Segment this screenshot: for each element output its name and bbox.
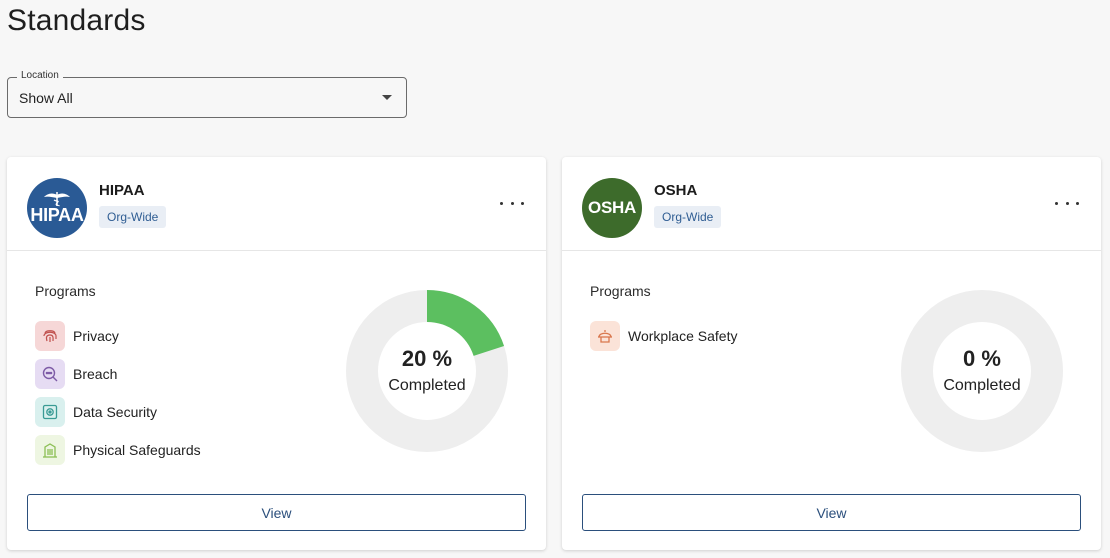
standard-card-osha: OSHA OSHA Org-Wide Programs Workplace Sa… <box>562 157 1101 550</box>
donut-track <box>901 290 1063 452</box>
page-title: Standards <box>7 4 146 37</box>
progress-label: Completed <box>943 376 1021 394</box>
hardhat-icon <box>590 321 620 351</box>
programs-label: Programs <box>590 283 651 299</box>
logo-text: HIPAA <box>30 204 84 225</box>
program-item-workplace-safety[interactable]: Workplace Safety <box>590 317 737 355</box>
card-title: HIPAA <box>99 182 145 199</box>
progress-label: Completed <box>388 376 466 394</box>
card-header: HIPAA HIPAA Org-Wide <box>7 157 546 251</box>
program-label: Workplace Safety <box>628 328 738 344</box>
more-options-icon[interactable] <box>500 193 524 213</box>
hipaa-logo-icon: HIPAA <box>27 178 87 238</box>
caret-down-icon <box>382 95 392 100</box>
card-title: OSHA <box>654 182 698 199</box>
program-label: Data Security <box>73 404 158 420</box>
program-item-physical-safeguards[interactable]: Physical Safeguards <box>35 431 201 469</box>
program-item-data-security[interactable]: Data Security <box>35 393 201 431</box>
program-label: Breach <box>73 366 118 382</box>
program-list: Workplace Safety <box>590 317 737 355</box>
card-header: OSHA OSHA Org-Wide <box>562 157 1101 251</box>
program-list: Privacy Breach Data Security <box>35 317 201 469</box>
more-options-icon[interactable] <box>1055 193 1079 213</box>
program-label: Physical Safeguards <box>73 442 201 458</box>
location-select[interactable]: Location Show All <box>7 70 407 118</box>
program-label: Privacy <box>73 328 119 344</box>
location-select-value: Show All <box>19 90 73 106</box>
scope-badge: Org-Wide <box>99 206 167 228</box>
view-button[interactable]: View <box>582 494 1081 531</box>
fingerprint-icon <box>35 321 65 351</box>
osha-logo-icon: OSHA <box>582 178 642 238</box>
progress-donut: 0 % Completed <box>900 289 1064 453</box>
magnifier-icon <box>35 359 65 389</box>
program-item-privacy[interactable]: Privacy <box>35 317 201 355</box>
progress-donut: 20 % Completed <box>345 289 509 453</box>
progress-percent: 0 % <box>963 345 1001 371</box>
progress-percent: 20 % <box>401 345 453 371</box>
donut-progress-arc <box>346 290 508 452</box>
standard-card-hipaa: HIPAA HIPAA Org-Wide Programs Privacy B <box>7 157 546 550</box>
logo-text: OSHA <box>588 198 636 217</box>
safe-icon <box>35 397 65 427</box>
programs-label: Programs <box>35 283 96 299</box>
scope-badge: Org-Wide <box>654 206 722 228</box>
location-select-label: Location <box>17 70 63 81</box>
program-item-breach[interactable]: Breach <box>35 355 201 393</box>
building-icon <box>35 435 65 465</box>
view-button[interactable]: View <box>27 494 526 531</box>
caduceus-icon <box>44 191 70 206</box>
